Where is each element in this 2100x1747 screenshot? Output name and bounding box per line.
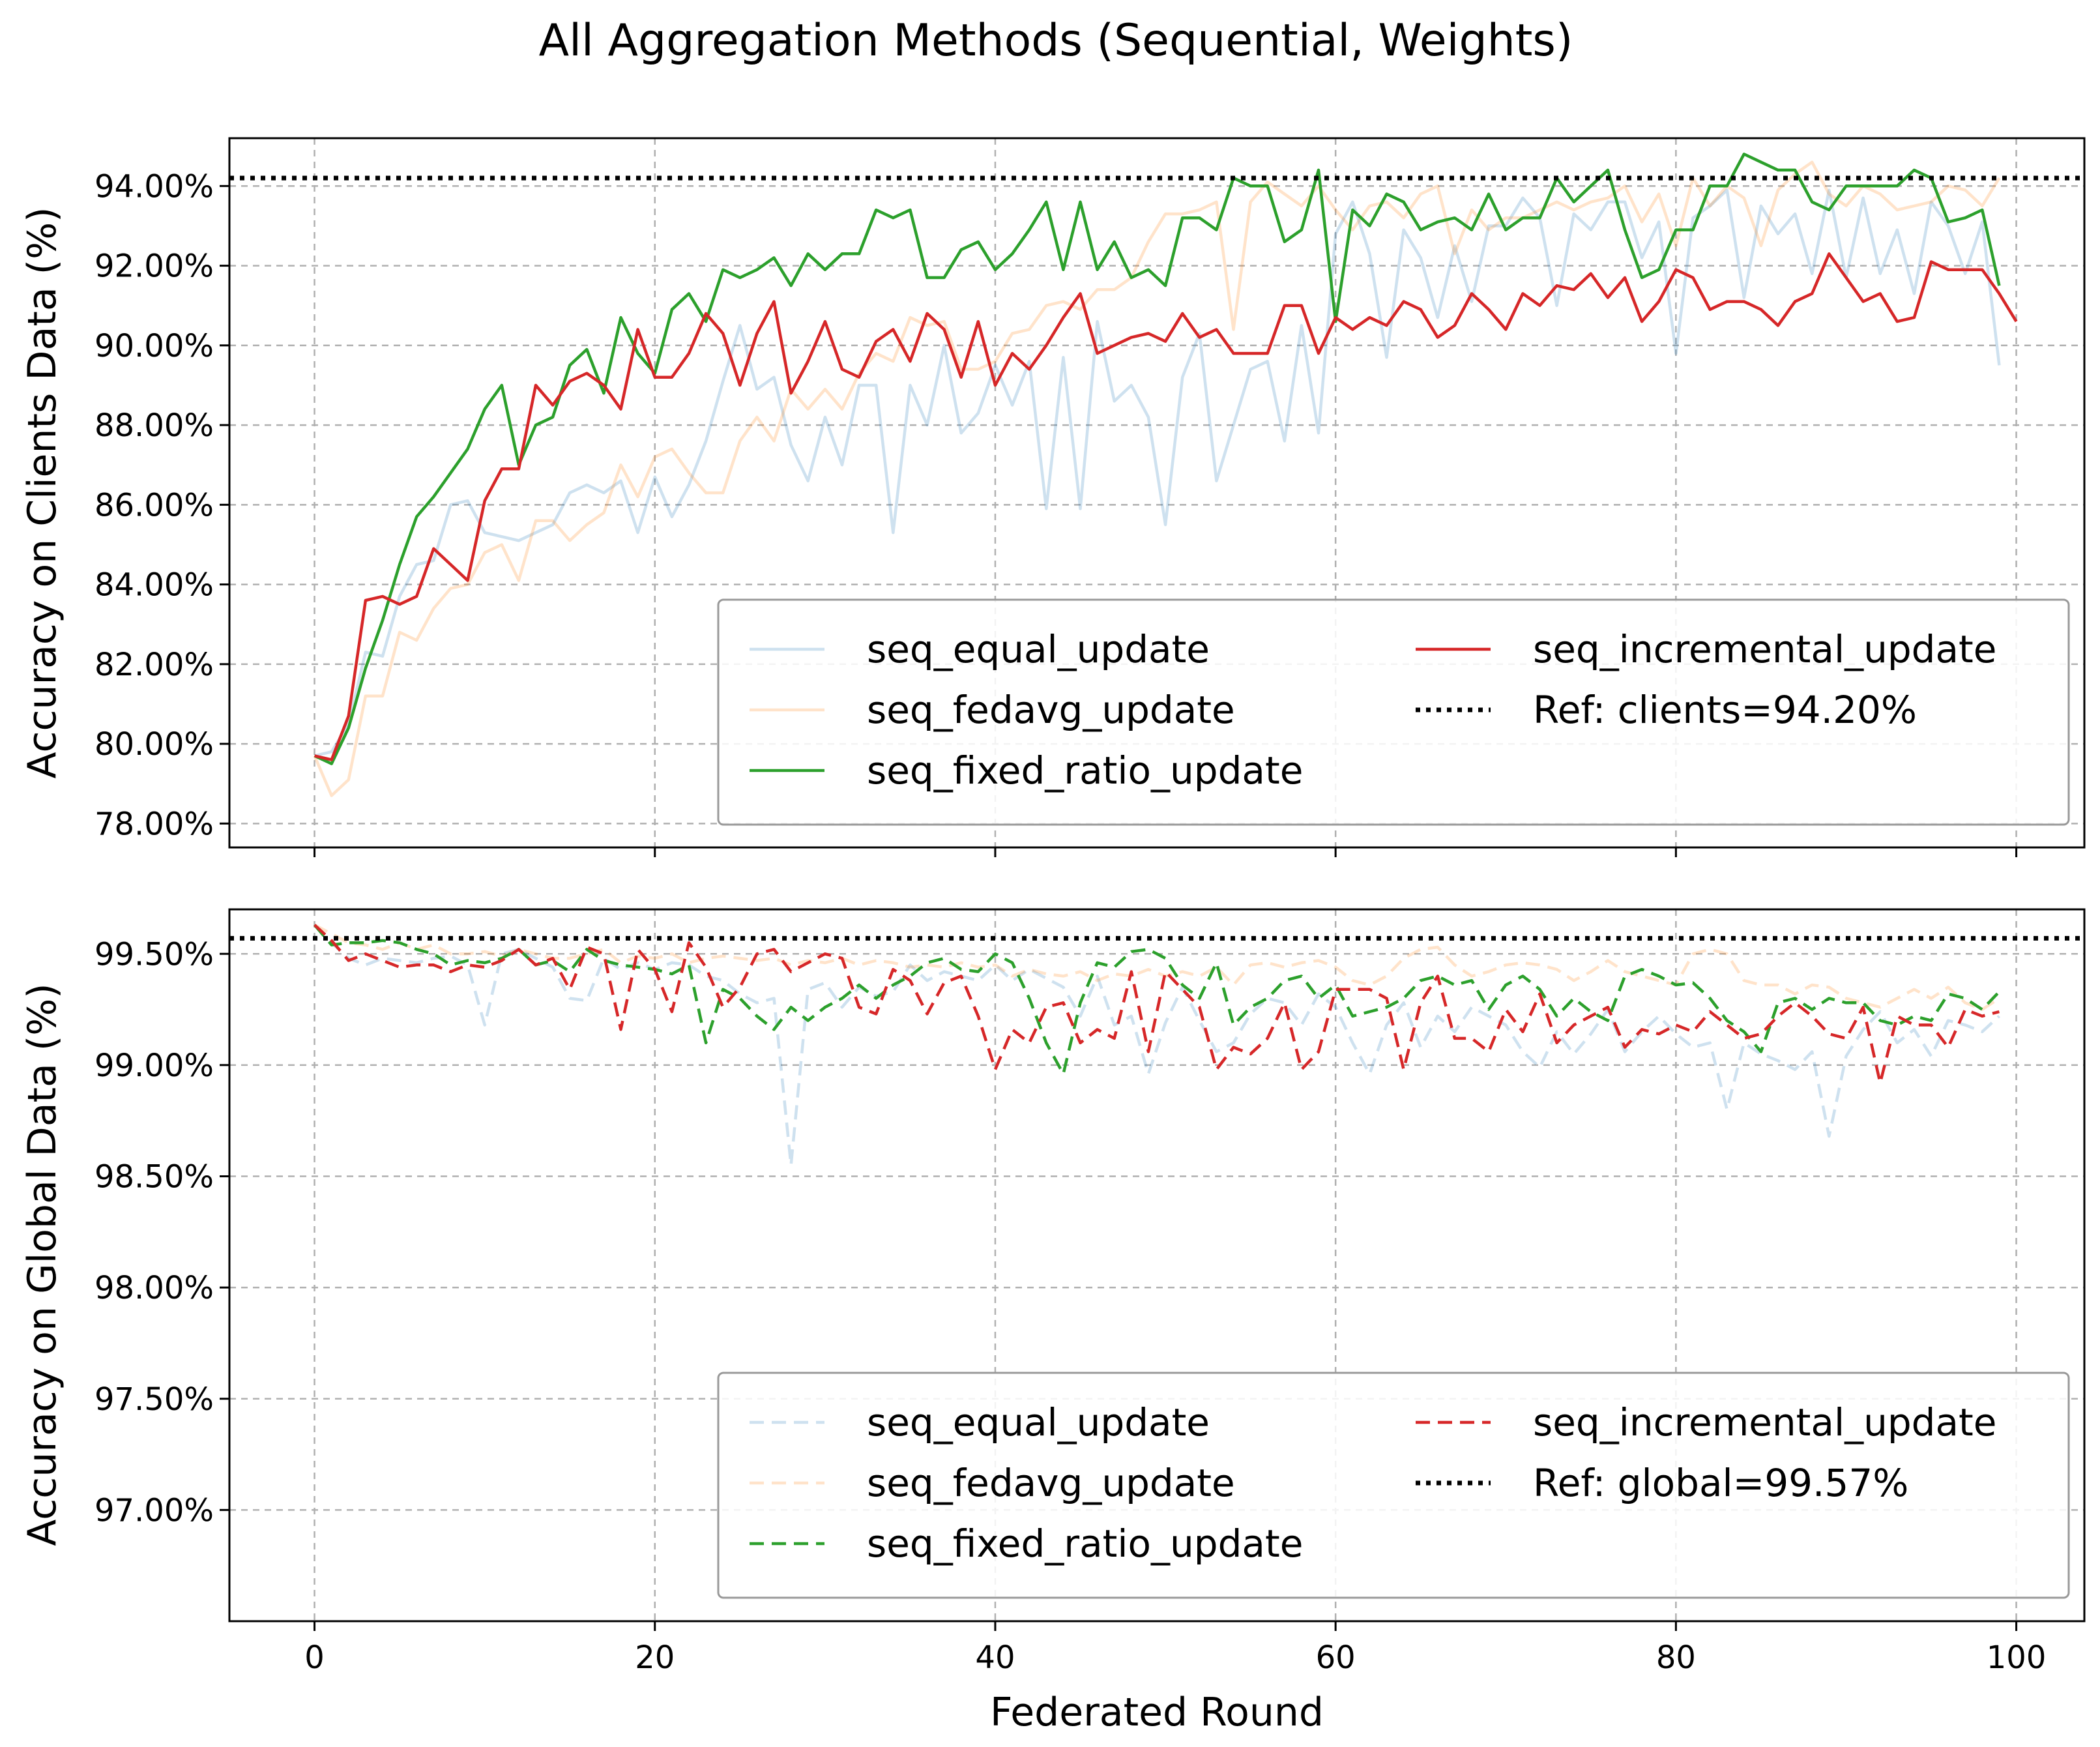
clients-series-seq-incremental-update — [314, 252, 2018, 761]
global-y-tick-label-4: 99.00% — [95, 1048, 214, 1084]
clients-y-tick-label-7: 92.00% — [95, 248, 214, 285]
global-legend-label-seq-equal-update: seq_equal_update — [867, 1400, 1210, 1445]
global-legend-label-seq-incremental-update: seq_incremental_update — [1533, 1400, 1996, 1445]
global-y-tick-label-0: 97.00% — [95, 1492, 214, 1529]
global-series-seq-fixed-ratio-update — [313, 924, 2001, 1076]
global-legend-box — [717, 1372, 2070, 1599]
global-y-tick-label-1: 97.50% — [95, 1381, 214, 1418]
global-y-tick-label-3: 98.50% — [95, 1159, 214, 1196]
global-x-tick-label-60: 60 — [1316, 1639, 1356, 1676]
global-x-tick-label-0: 0 — [304, 1639, 325, 1676]
clients-legend-label-reference: Ref: clients=94.20% — [1533, 688, 1917, 732]
clients-axes-frame — [228, 137, 2086, 849]
clients-y-axis-label: Accuracy on Clients Data (%) — [20, 207, 65, 778]
clients-y-tick-label-1: 80.00% — [95, 726, 214, 763]
clients-series-seq-fedavg-update — [313, 160, 2001, 797]
global-legend-label-seq-fixed-ratio-update: seq_fixed_ratio_update — [867, 1521, 1303, 1566]
clients-y-tick-label-2: 82.00% — [95, 647, 214, 683]
global-series-lines — [229, 923, 2084, 1167]
global-y-axis-label: Accuracy on Global Data (%) — [20, 983, 65, 1546]
clients-series-lines — [229, 153, 2084, 797]
clients-legend-label-seq-fixed-ratio-update: seq_fixed_ratio_update — [867, 748, 1303, 793]
global-series-seq-equal-update — [313, 924, 2000, 1167]
clients-accuracy-panel: 78.00% 80.00% 82.00% 84.00% 86.00% 88.00% 90.0… — [20, 137, 2086, 857]
clients-y-tick-label-5: 88.00% — [95, 407, 214, 444]
clients-legend-box — [717, 598, 2070, 826]
clients-y-tick-label-8: 94.00% — [95, 168, 214, 205]
clients-axis-ticks: 78.00% 80.00% 82.00% 84.00% 86.00% 88.00% 90.0… — [95, 168, 2018, 857]
clients-y-tick-label-3: 84.00% — [95, 567, 214, 604]
clients-legend-label-seq-incremental-update: seq_incremental_update — [1533, 627, 1996, 671]
global-x-tick-label-80: 80 — [1656, 1639, 1696, 1676]
global-y-tick-label-5: 99.50% — [95, 936, 214, 973]
global-x-tick-label-100: 100 — [1987, 1639, 2047, 1676]
global-x-tick-label-40: 40 — [975, 1639, 1015, 1676]
clients-series-seq-fixed-ratio-update — [314, 153, 2001, 765]
global-axes-frame — [228, 908, 2086, 1622]
clients-legend-label-seq-fedavg-update: seq_fedavg_update — [867, 688, 1235, 732]
x-axis-label: Federated Round — [990, 1690, 1324, 1735]
clients-y-tick-label-0: 78.00% — [95, 806, 214, 842]
global-x-tick-label-20: 20 — [635, 1639, 675, 1676]
clients-legend: seq_equal_update seq_fedavg_update seq_fix… — [717, 598, 2070, 826]
global-accuracy-panel: 0 20 40 60 80 100 97.00% 97.50% 98.00% 98.50% 99.0… — [20, 908, 2086, 1735]
global-legend-label-reference: Ref: global=99.57% — [1533, 1461, 1908, 1505]
global-series-seq-incremental-update — [314, 924, 2000, 1085]
clients-series-seq-equal-update — [314, 188, 2001, 757]
clients-y-tick-label-4: 86.00% — [95, 487, 214, 523]
global-y-tick-label-2: 98.00% — [95, 1270, 214, 1306]
figure-title: All Aggregation Methods (Sequential, Wei… — [539, 15, 1573, 66]
clients-y-tick-label-6: 90.00% — [95, 328, 214, 364]
global-legend: seq_equal_update seq_fedavg_update seq_fix… — [717, 1372, 2070, 1599]
global-legend-label-seq-fedavg-update: seq_fedavg_update — [867, 1461, 1235, 1505]
global-axis-ticks: 0 20 40 60 80 100 97.00% 97.50% 98.00% 98.50% 99.0… — [95, 936, 2046, 1676]
clients-legend-label-seq-equal-update: seq_equal_update — [867, 627, 1210, 671]
